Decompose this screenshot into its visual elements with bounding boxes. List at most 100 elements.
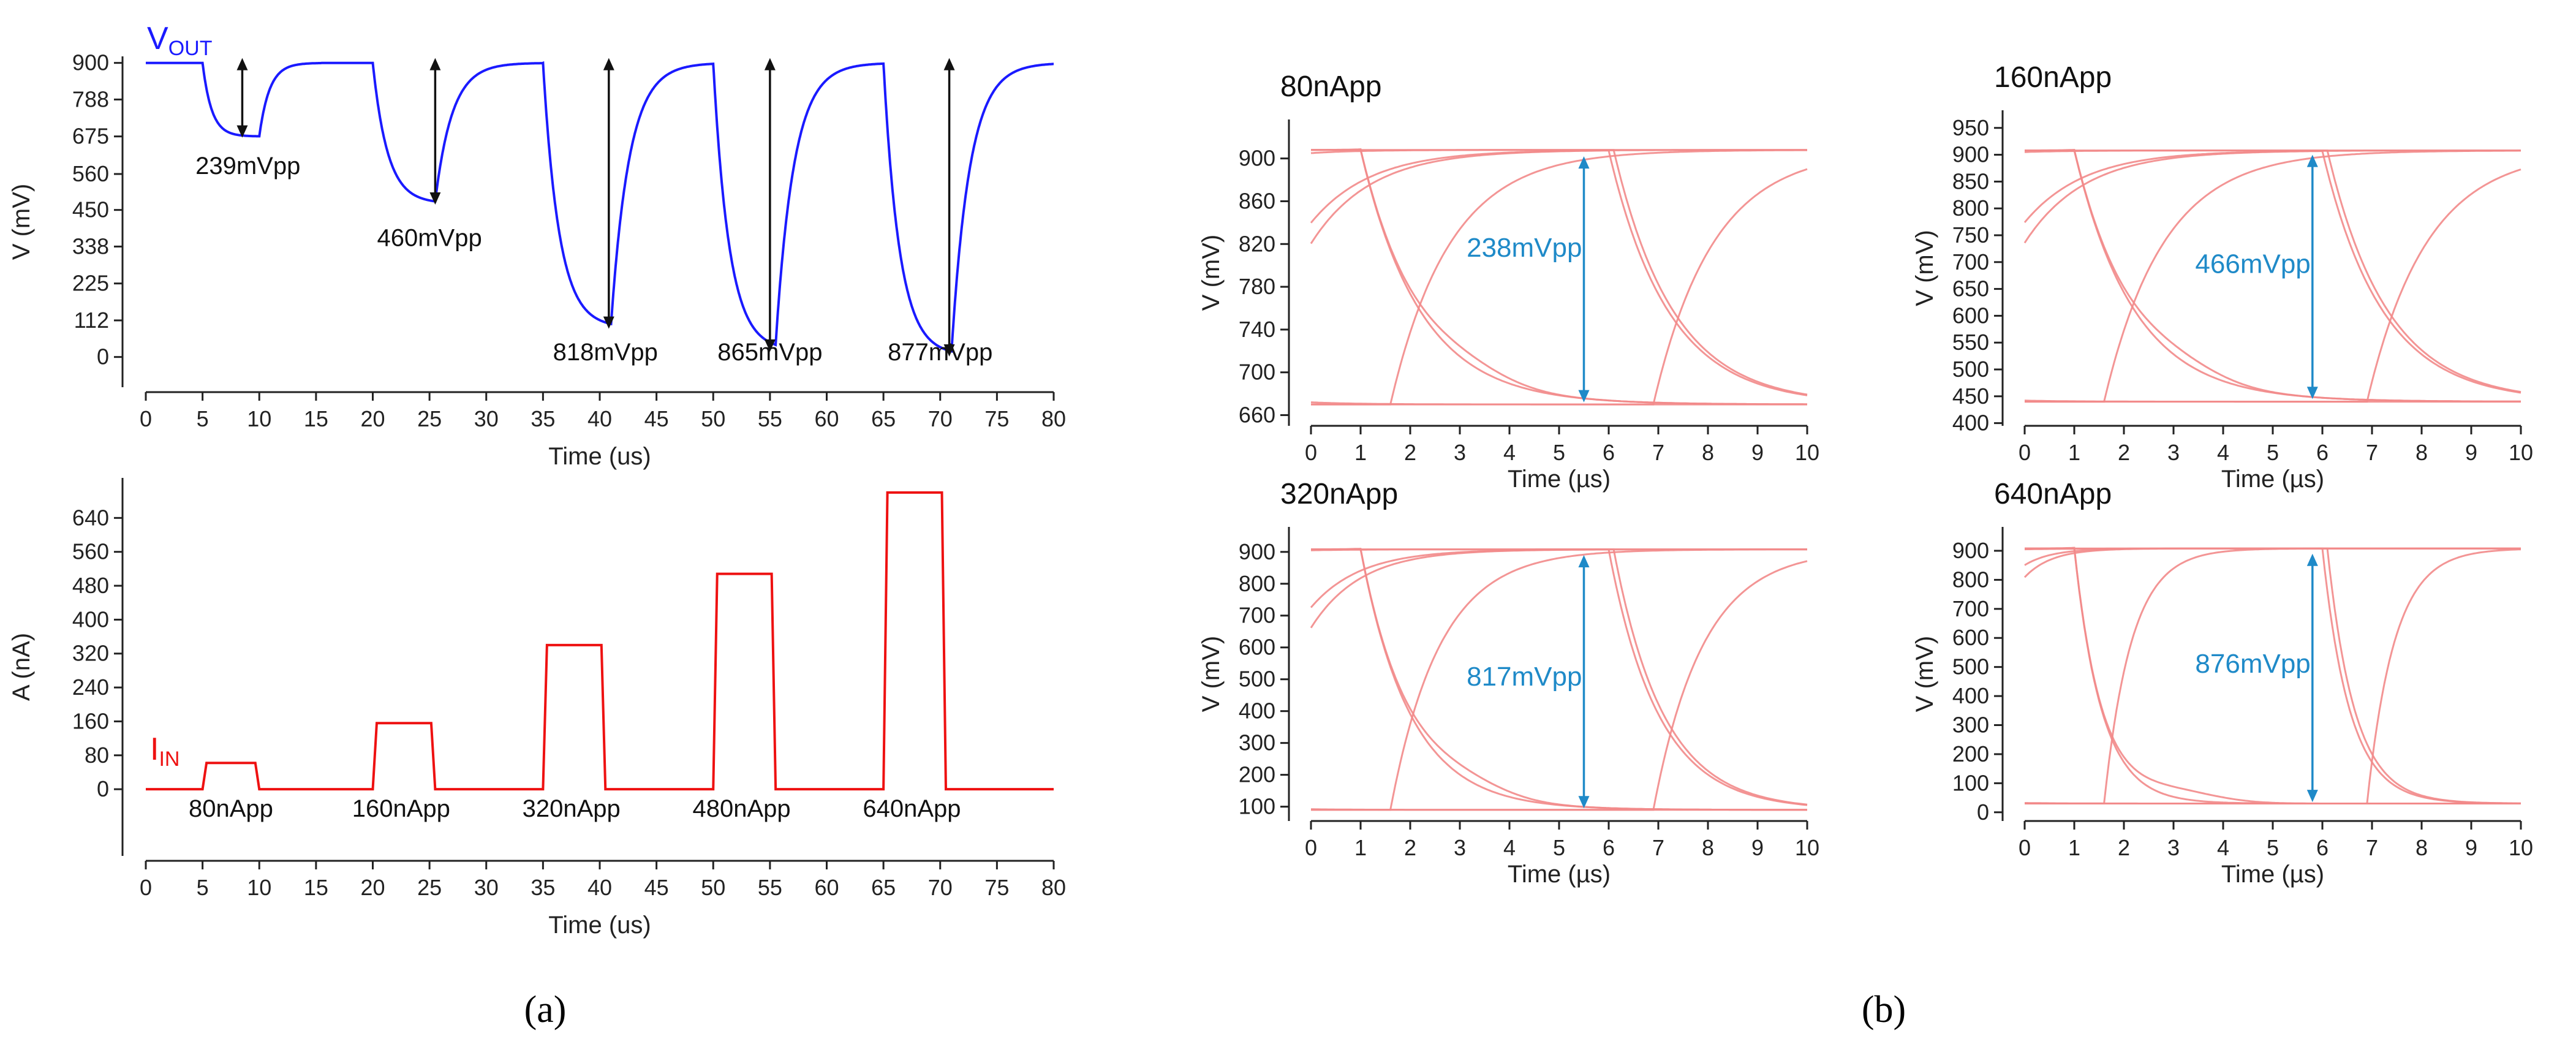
x-tick-label: 5 [2267, 835, 2279, 860]
eye-trace [1311, 548, 1807, 811]
x-tick-label: 80 [1041, 875, 1066, 900]
eye-title: 320nApp [1280, 478, 1398, 510]
eye-title: 640nApp [1994, 478, 2112, 510]
x-tick-label: 30 [474, 875, 499, 900]
x-tick-label: 15 [304, 875, 328, 900]
x-axis-label: Time (µs) [1508, 861, 1611, 888]
iin-amplitude-label: 160nApp [352, 795, 450, 822]
y-tick-label: 112 [74, 308, 109, 333]
x-tick-label: 8 [1702, 835, 1714, 860]
y-tick-label: 800 [1239, 571, 1275, 596]
x-tick-label: 5 [1553, 440, 1565, 465]
y-tick-label: 225 [72, 271, 109, 296]
vout-swing-arrow-head-bottom [764, 339, 776, 352]
x-tick-label: 9 [1751, 835, 1764, 860]
x-tick-label: 0 [140, 875, 152, 900]
x-tick-label: 35 [531, 406, 555, 431]
eye-trace [2024, 547, 2521, 566]
x-tick-label: 10 [247, 875, 271, 900]
y-tick-label: 900 [1239, 539, 1275, 564]
x-tick-label: 65 [871, 875, 896, 900]
x-tick-label: 50 [701, 875, 725, 900]
x-axis-label: Time (us) [548, 912, 651, 939]
chart-vout: 0 112 225 338 450 560 675 788 900 0 5 10 15 20 25 30 35 4… [8, 21, 1066, 470]
x-tick-label: 15 [304, 406, 328, 431]
vout-series-label: VOUT [147, 21, 212, 60]
eye-amplitude-label: 817mVpp [1467, 662, 1582, 692]
x-tick-label: 4 [1503, 440, 1516, 465]
vout-swing-arrow-head-bottom [943, 344, 955, 357]
x-tick-label: 7 [1652, 835, 1664, 860]
y-tick-label: 80 [85, 743, 109, 768]
y-tick-label: 100 [1239, 794, 1275, 819]
y-axis-label: V (mV) [1198, 636, 1225, 712]
x-tick-label: 0 [1305, 440, 1317, 465]
eye-trace [1311, 149, 1808, 396]
x-tick-label: 5 [1553, 835, 1565, 860]
eye-title: 160nApp [1994, 61, 2112, 94]
x-tick-label: 70 [928, 875, 953, 900]
x-tick-label: 55 [758, 406, 782, 431]
x-tick-label: 3 [2167, 835, 2180, 860]
y-axis-label: A (nA) [8, 633, 35, 701]
y-tick-label: 700 [1239, 360, 1275, 385]
vout-swing-arrow-head-bottom [603, 316, 614, 329]
eye-amplitude-arrow-head-top [1578, 156, 1590, 169]
y-tick-label: 600 [1239, 635, 1275, 660]
iin-series-label: IIN [150, 732, 179, 771]
y-tick-label: 700 [1952, 596, 1989, 621]
vout-swing-arrow-head-top [943, 58, 955, 70]
y-tick-label: 300 [1239, 730, 1275, 755]
eye-amplitude-label: 876mVpp [2195, 649, 2310, 679]
y-tick-label: 500 [1239, 667, 1275, 692]
x-tick-label: 20 [360, 406, 385, 431]
y-tick-label: 400 [1239, 698, 1275, 724]
y-tick-label: 900 [1952, 538, 1989, 563]
iin-amplitude-label: 640nApp [863, 795, 961, 822]
x-tick-label: 80 [1041, 406, 1066, 431]
x-tick-label: 25 [417, 875, 442, 900]
x-tick-label: 40 [587, 875, 612, 900]
x-tick-label: 5 [2267, 440, 2279, 465]
x-tick-label: 2 [2118, 440, 2130, 465]
x-tick-label: 10 [247, 406, 271, 431]
eye-trace [2025, 548, 2521, 804]
y-tick-label: 660 [1239, 403, 1275, 428]
x-tick-label: 10 [1795, 835, 1819, 860]
eye-trace [2025, 149, 2521, 393]
x-tick-label: 9 [2465, 440, 2477, 465]
eye-amplitude-label: 466mVpp [2195, 249, 2310, 279]
x-tick-label: 75 [984, 406, 1009, 431]
y-axis-label: V (mV) [8, 184, 35, 260]
iin-amplitude-label: 320nApp [523, 795, 621, 822]
y-tick-label: 200 [1239, 762, 1275, 787]
x-tick-label: 2 [1404, 440, 1416, 465]
x-tick-label: 10 [2509, 835, 2533, 860]
eye-trace [2023, 149, 2521, 223]
x-tick-label: 5 [197, 406, 209, 431]
panel-label-a: (a) [524, 989, 567, 1031]
x-tick-label: 35 [531, 875, 555, 900]
eye-amplitude-arrow-head-top [2306, 553, 2318, 566]
y-axis-label: V (mV) [1911, 636, 1938, 712]
x-tick-label: 7 [1652, 440, 1664, 465]
eye-amplitude-arrow-head-top [2306, 154, 2318, 167]
x-tick-label: 70 [928, 406, 953, 431]
y-tick-label: 900 [1952, 142, 1989, 167]
x-tick-label: 8 [1702, 440, 1714, 465]
y-tick-label: 500 [1952, 357, 1989, 382]
vout-swing-label: 818mVpp [553, 339, 658, 366]
x-tick-label: 3 [2167, 440, 2180, 465]
x-tick-label: 0 [140, 406, 152, 431]
x-tick-label: 0 [1305, 835, 1317, 860]
x-tick-label: 2 [1404, 835, 1416, 860]
eye-trace [1311, 148, 1807, 406]
x-tick-label: 20 [360, 875, 385, 900]
x-tick-label: 55 [758, 875, 782, 900]
y-tick-label: 700 [1239, 603, 1275, 628]
vout-swing-arrow-head-top [236, 58, 248, 70]
eye-amplitude-arrow-head-bottom [2306, 387, 2318, 399]
eye-trace [1311, 149, 1807, 406]
eye-trace [1311, 560, 1808, 811]
